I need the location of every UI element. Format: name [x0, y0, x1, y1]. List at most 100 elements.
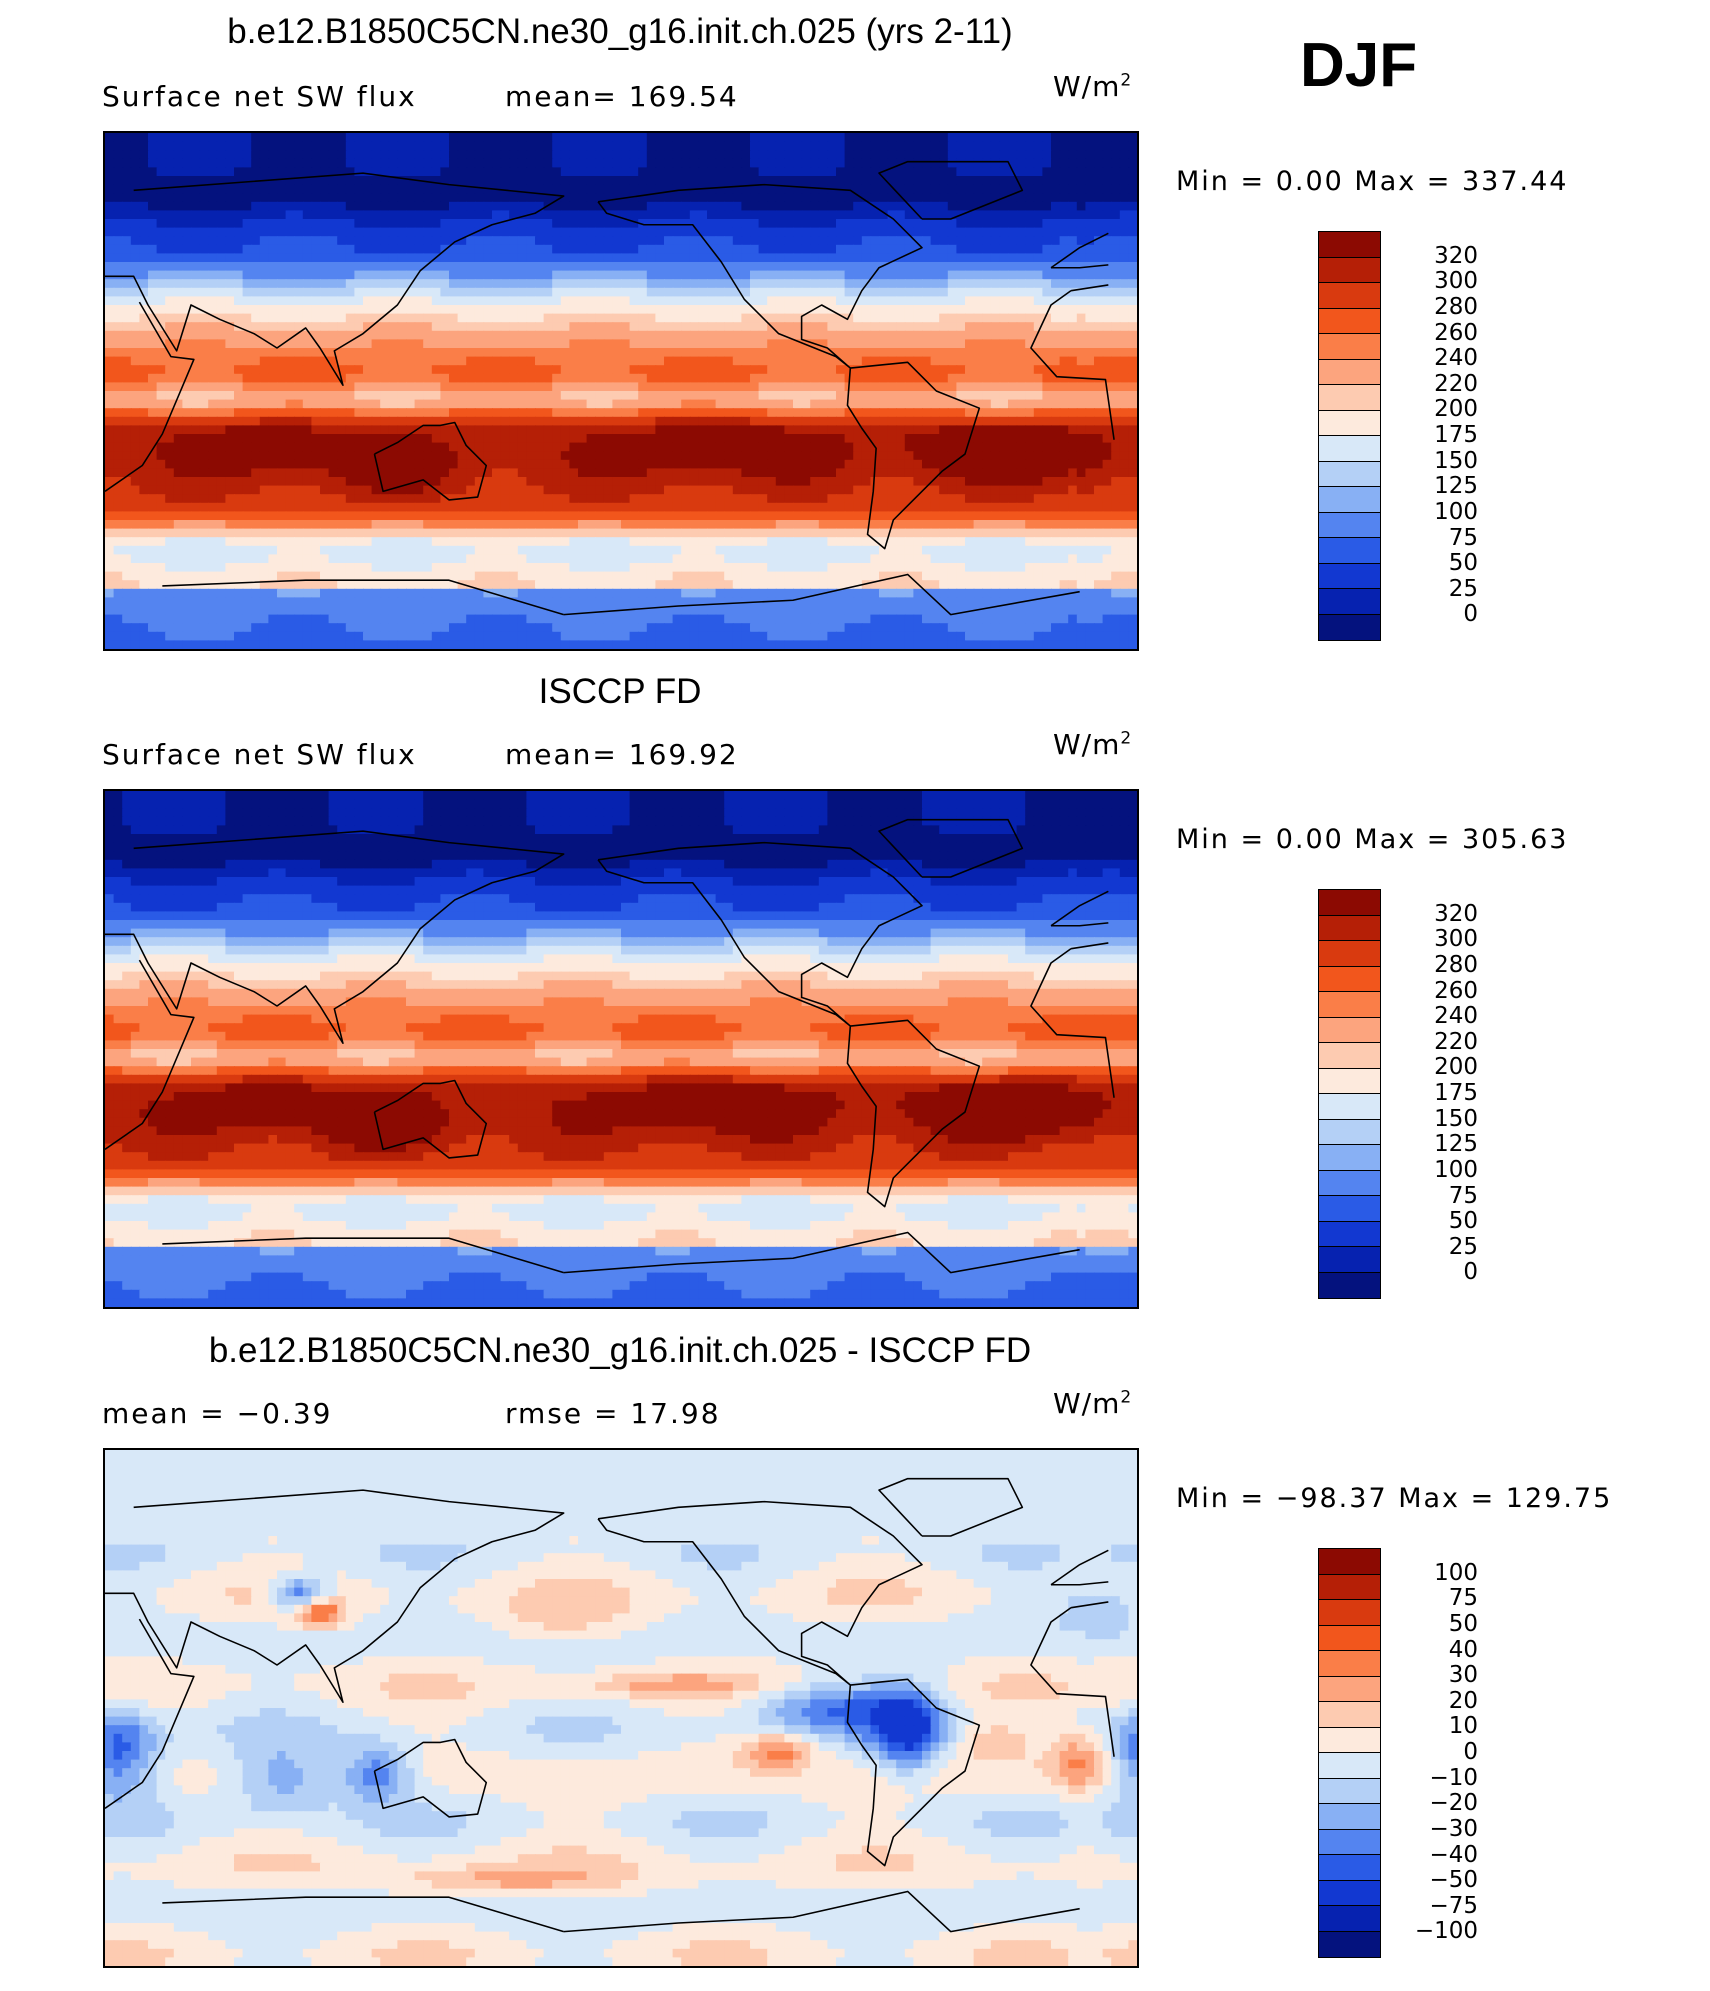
colorbar-tick-label: 280 [1434, 294, 1478, 320]
colorbar-swatch [1319, 1221, 1380, 1247]
colorbar-swatch [1319, 890, 1380, 916]
coastlines [105, 1477, 1115, 1933]
panel-2-colorbar [1318, 889, 1381, 1299]
panel-3-colorbar [1318, 1548, 1381, 1958]
colorbar-tick-label: 220 [1434, 371, 1478, 397]
colorbar-tick-label: 0 [1463, 601, 1478, 627]
colorbar-tick-label: −20 [1429, 1790, 1478, 1816]
colorbar-swatch [1319, 1170, 1380, 1196]
panel-1-colorbar [1318, 231, 1381, 641]
colorbar-tick-label: 125 [1434, 473, 1478, 499]
panel-2-colorbar-labels: 320 300 280 260 240 220 200 175 150 125 100 75 50 25 0 [1398, 889, 1478, 1299]
colorbar-tick-label: 260 [1434, 320, 1478, 346]
colorbar-swatch [1319, 1829, 1380, 1855]
coastlines [105, 818, 1115, 1274]
colorbar-swatch [1319, 512, 1380, 538]
colorbar-tick-label: 240 [1434, 345, 1478, 371]
colorbar-swatch [1319, 1676, 1380, 1702]
colorbar-swatch [1319, 1549, 1380, 1575]
colorbar-swatch [1319, 487, 1380, 513]
colorbar-swatch [1319, 283, 1380, 309]
colorbar-tick-label: 200 [1434, 396, 1478, 422]
panel-1-map [103, 131, 1139, 651]
colorbar-swatch [1319, 410, 1380, 436]
colorbar-swatch [1319, 614, 1380, 640]
colorbar-tick-label: 220 [1434, 1029, 1478, 1055]
colorbar-tick-label: −75 [1429, 1893, 1478, 1919]
colorbar-swatch [1319, 589, 1380, 615]
panel-2-min-max: Min = 0.00 Max = 305.63 [1176, 824, 1568, 855]
panel-3-units: W/m2 [1053, 1387, 1132, 1420]
colorbar-tick-label: 175 [1434, 1080, 1478, 1106]
field-cells [105, 791, 1137, 1307]
colorbar-tick-label: 320 [1434, 243, 1478, 269]
colorbar-tick-label: 25 [1449, 1234, 1478, 1260]
colorbar-swatch [1319, 1574, 1380, 1600]
colorbar-swatch [1319, 1094, 1380, 1120]
colorbar-swatch [1319, 334, 1380, 360]
colorbar-swatch [1319, 538, 1380, 564]
colorbar-tick-label: 20 [1449, 1688, 1478, 1714]
colorbar-swatch [1319, 1906, 1380, 1932]
colorbar-tick-label: 175 [1434, 422, 1478, 448]
colorbar-tick-label: 25 [1449, 576, 1478, 602]
panel-2-units: W/m2 [1053, 728, 1132, 761]
coastlines [105, 160, 1115, 616]
colorbar-swatch [1319, 563, 1380, 589]
panel-3-map-svg [105, 1450, 1137, 1966]
colorbar-swatch [1319, 385, 1380, 411]
panel-3-min-max: Min = −98.37 Max = 129.75 [1176, 1483, 1612, 1514]
colorbar-tick-label: −10 [1429, 1765, 1478, 1791]
field-cells [105, 1450, 1137, 1966]
colorbar-tick-label: 75 [1449, 1585, 1478, 1611]
colorbar-swatch [1319, 1651, 1380, 1677]
colorbar-swatch [1319, 941, 1380, 967]
colorbar-tick-label: 100 [1434, 1560, 1478, 1586]
colorbar-tick-label: −40 [1429, 1842, 1478, 1868]
colorbar-swatch [1319, 308, 1380, 334]
panel-1-mean-label: mean= 169.54 [505, 80, 739, 113]
panel-1-units: W/m2 [1053, 70, 1132, 103]
panel-1-min-max: Min = 0.00 Max = 337.44 [1176, 166, 1568, 197]
panel-2-map [103, 789, 1139, 1309]
panel-1-colorbar-labels: 320 300 280 260 240 220 200 175 150 125 100 75 50 25 0 [1398, 231, 1478, 641]
colorbar-swatch [1319, 1600, 1380, 1626]
colorbar-tick-label: 100 [1434, 499, 1478, 525]
colorbar-swatch [1319, 1804, 1380, 1830]
colorbar-swatch [1319, 436, 1380, 462]
colorbar-tick-label: −30 [1429, 1816, 1478, 1842]
panel-3-map [103, 1448, 1139, 1968]
colorbar-tick-label: 50 [1449, 1208, 1478, 1234]
colorbar-tick-label: 30 [1449, 1662, 1478, 1688]
colorbar-tick-label: 10 [1449, 1713, 1478, 1739]
colorbar-tick-label: −50 [1429, 1867, 1478, 1893]
colorbar-swatch [1319, 1880, 1380, 1906]
panel-2-mean-label: mean= 169.92 [505, 738, 739, 771]
panel-3-mean-label: mean = −0.39 [102, 1397, 332, 1430]
panel-3-title: b.e12.B1850C5CN.ne30_g16.init.ch.025 - I… [0, 1331, 1240, 1371]
colorbar-swatch [1319, 1196, 1380, 1222]
panel-2-variable-label: Surface net SW flux [102, 738, 417, 771]
colorbar-swatch [1319, 257, 1380, 283]
colorbar-swatch [1319, 1778, 1380, 1804]
colorbar-tick-label: 300 [1434, 268, 1478, 294]
colorbar-tick-label: 75 [1449, 525, 1478, 551]
colorbar-swatch [1319, 915, 1380, 941]
colorbar-tick-label: 150 [1434, 1106, 1478, 1132]
panel-1-title: b.e12.B1850C5CN.ne30_g16.init.ch.025 (yr… [0, 12, 1240, 52]
colorbar-swatch [1319, 966, 1380, 992]
colorbar-tick-label: 75 [1449, 1183, 1478, 1209]
colorbar-swatch [1319, 1931, 1380, 1957]
colorbar-tick-label: 40 [1449, 1637, 1478, 1663]
colorbar-tick-label: 150 [1434, 448, 1478, 474]
colorbar-swatch [1319, 1727, 1380, 1753]
colorbar-swatch [1319, 1702, 1380, 1728]
colorbar-swatch [1319, 1753, 1380, 1779]
colorbar-tick-label: 50 [1449, 550, 1478, 576]
panel-3-colorbar-labels: 100 75 50 40 30 20 10 0 −10 −20 −30 −40 −50 −75 −100 [1398, 1548, 1478, 1958]
colorbar-tick-label: 320 [1434, 901, 1478, 927]
colorbar-swatch [1319, 461, 1380, 487]
colorbar-tick-label: 100 [1434, 1157, 1478, 1183]
colorbar-swatch [1319, 1145, 1380, 1171]
colorbar-swatch [1319, 1043, 1380, 1069]
